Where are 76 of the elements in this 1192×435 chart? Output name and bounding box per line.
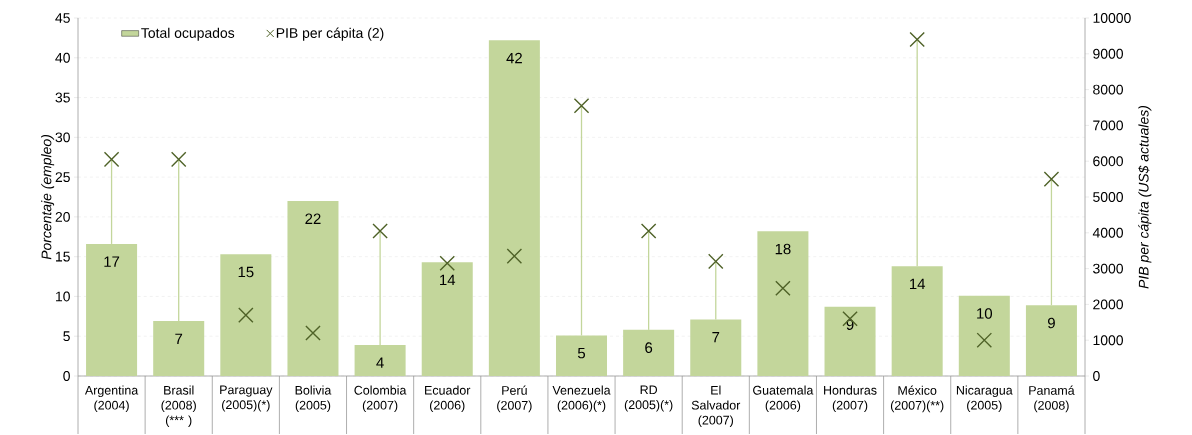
point — [103, 151, 120, 168]
data-label: 18 — [775, 243, 791, 255]
data-label: 9 — [846, 319, 854, 330]
y2-tick-label: 6000 — [1093, 156, 1124, 167]
y2-tick-label: 0 — [1093, 371, 1100, 381]
point — [976, 332, 993, 348]
y-tick-label: 30 — [55, 132, 70, 143]
data-label: 4 — [376, 357, 384, 368]
y-axis-title: Porcentaje (empleo) — [41, 135, 55, 260]
legend-label: PIB per cápita (2) — [276, 27, 384, 41]
x-tick-label: RD (2005)(*) — [624, 385, 673, 412]
x-tick-label: Honduras (2007) — [824, 385, 877, 413]
x-tick-label: Brasil (2008) (*** ) — [161, 385, 196, 428]
y-tick-label: 40 — [55, 52, 70, 63]
point — [170, 151, 187, 168]
y2-axis-title: PIB per cápita (US$ actuales) — [1138, 105, 1152, 289]
x-tick-label: Ecuador (2006) — [425, 385, 471, 413]
bar — [958, 295, 1010, 376]
y2-tick-label: 4000 — [1092, 227, 1124, 238]
x-tick-label: Bolivia (2005) — [295, 385, 332, 413]
y-tick-label: 15 — [56, 251, 70, 262]
x-tick-label: Colombia (2007) — [354, 385, 407, 413]
x-tick-label: El Salvador (2007) — [691, 385, 741, 428]
data-label: 17 — [104, 256, 120, 267]
x-tick-label: Panamá (2008) — [1029, 385, 1075, 413]
bar — [220, 254, 272, 376]
data-label: 7 — [712, 332, 720, 343]
y-tick-label: 20 — [55, 211, 70, 222]
legend-label: Total ocupados — [141, 27, 235, 41]
data-label: 9 — [1047, 317, 1055, 329]
data-label: 6 — [645, 342, 653, 353]
data-label: 5 — [577, 347, 586, 359]
bar — [488, 40, 540, 376]
x-tick-label: Paraguay (2005)(*) — [220, 385, 273, 412]
y2-tick-label: 10000 — [1093, 13, 1131, 23]
x-tick-label: Guatemala (2006) — [753, 385, 814, 413]
x-tick-label: Venezuela (2006)(*) — [552, 385, 611, 413]
point — [305, 325, 321, 341]
y2-tick-label: 3000 — [1093, 263, 1124, 274]
y2-tick-label: 1000 — [1093, 335, 1124, 346]
y2-tick-label: 7000 — [1093, 120, 1124, 131]
y-tick-label: 35 — [55, 92, 70, 103]
data-label: 42 — [506, 52, 522, 64]
point — [372, 223, 388, 239]
x-tick-label: Argentina (2004) — [84, 385, 139, 413]
point — [506, 248, 523, 264]
y-tick-label: 10 — [56, 291, 70, 302]
x-tick-label: Perú (2007) — [497, 385, 532, 413]
point — [238, 307, 254, 323]
point — [573, 97, 590, 114]
point — [439, 255, 456, 271]
point — [909, 31, 925, 48]
data-label: 7 — [175, 333, 183, 344]
bar — [287, 200, 339, 376]
y2-tick-label: 8000 — [1093, 84, 1124, 95]
y2-tick-label: 5000 — [1093, 192, 1124, 202]
x-tick-label: México (2007)(**) — [890, 385, 944, 413]
y2-tick-label: 2000 — [1093, 299, 1124, 310]
point — [1043, 171, 1060, 187]
y-tick-label: 25 — [55, 172, 70, 183]
data-label: 14 — [440, 274, 456, 286]
point — [775, 280, 791, 297]
bar — [757, 231, 809, 376]
y-tick-label: 0 — [63, 371, 70, 381]
y2-tick-label: 9000 — [1093, 48, 1124, 59]
data-label: 22 — [305, 213, 321, 224]
bar — [824, 306, 876, 376]
data-label: 15 — [238, 266, 254, 278]
x-tick-label: Nicaragua (2005) — [956, 385, 1013, 413]
point — [640, 223, 657, 239]
bar — [421, 262, 473, 376]
y-tick-label: 45 — [55, 13, 70, 23]
data-label: 10 — [977, 308, 993, 319]
data-label: 14 — [910, 278, 926, 290]
point — [708, 253, 724, 270]
y-tick-label: 5 — [63, 331, 70, 342]
